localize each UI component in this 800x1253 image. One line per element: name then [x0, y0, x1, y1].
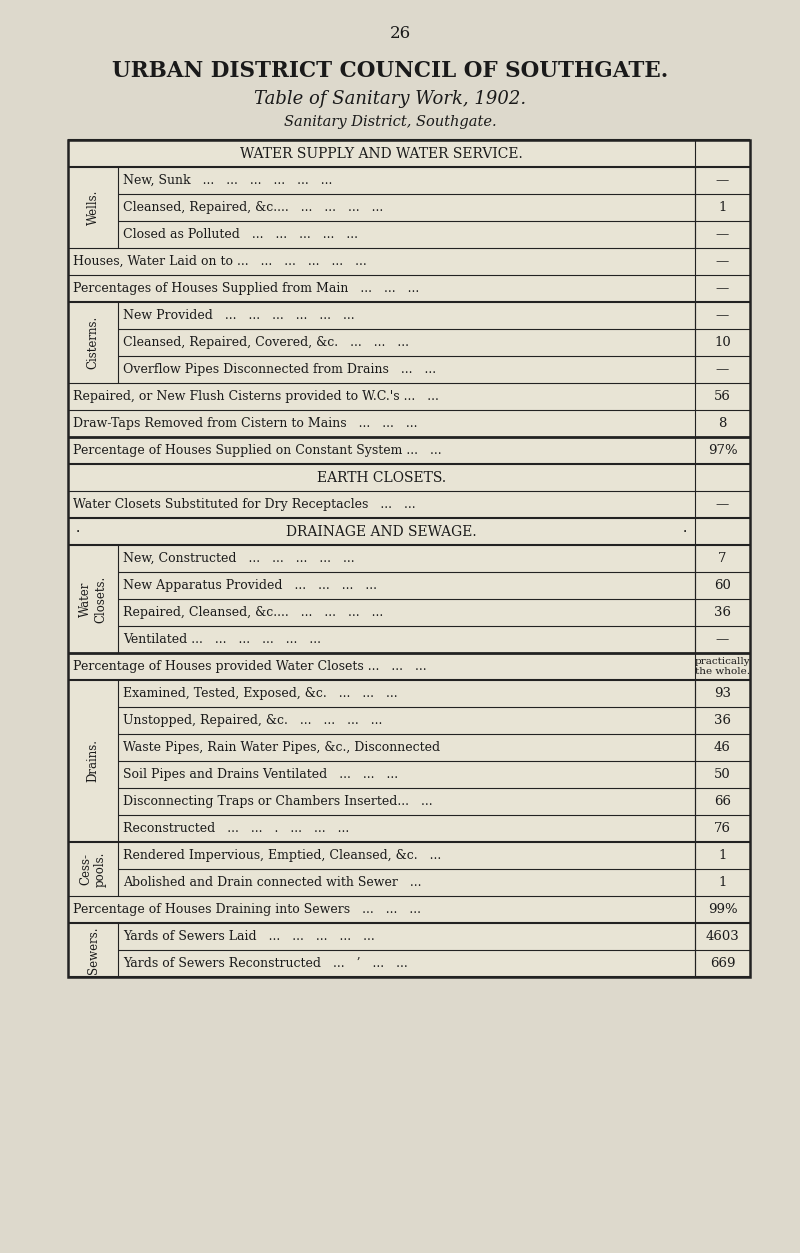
Text: Houses, Water Laid on to ...   ...   ...   ...   ...   ...: Houses, Water Laid on to ... ... ... ...…	[73, 256, 366, 268]
Text: Repaired, Cleansed, &c....   ...   ...   ...   ...: Repaired, Cleansed, &c.... ... ... ... .…	[123, 606, 383, 619]
Text: Yards of Sewers Reconstructed   ...   ’   ...   ...: Yards of Sewers Reconstructed ... ’ ... …	[123, 957, 408, 970]
Text: Yards of Sewers Laid   ...   ...   ...   ...   ...: Yards of Sewers Laid ... ... ... ... ...	[123, 930, 374, 944]
Text: Table of Sanitary Work, 1902.: Table of Sanitary Work, 1902.	[254, 90, 526, 108]
Text: —: —	[716, 256, 729, 268]
Text: 60: 60	[714, 579, 731, 591]
Text: Soil Pipes and Drains Ventilated   ...   ...   ...: Soil Pipes and Drains Ventilated ... ...…	[123, 768, 398, 781]
Text: 76: 76	[714, 822, 731, 834]
Bar	[68, 140, 750, 977]
Text: 26: 26	[390, 25, 410, 43]
Text: 1: 1	[718, 200, 726, 214]
Text: 66: 66	[714, 794, 731, 808]
Text: New, Sunk   ...   ...   ...   ...   ...   ...: New, Sunk ... ... ... ... ... ...	[123, 174, 332, 187]
Text: 56: 56	[714, 390, 731, 403]
Text: Water
Closets.: Water Closets.	[79, 575, 107, 623]
Text: ·: ·	[682, 525, 687, 539]
Text: Percentage of Houses Supplied on Constant System ...   ...: Percentage of Houses Supplied on Constan…	[73, 444, 442, 457]
Text: —: —	[716, 633, 729, 647]
Text: Cleansed, Repaired, Covered, &c.   ...   ...   ...: Cleansed, Repaired, Covered, &c. ... ...…	[123, 336, 409, 350]
Text: Drains.: Drains.	[86, 739, 99, 783]
Text: Cess-
pools.: Cess- pools.	[79, 851, 107, 887]
Text: Closed as Polluted   ...   ...   ...   ...   ...: Closed as Polluted ... ... ... ... ...	[123, 228, 358, 241]
Text: Abolished and Drain connected with Sewer   ...: Abolished and Drain connected with Sewer…	[123, 876, 422, 888]
Text: Unstopped, Repaired, &c.   ...   ...   ...   ...: Unstopped, Repaired, &c. ... ... ... ...	[123, 714, 382, 727]
Text: Sewers.: Sewers.	[86, 926, 99, 974]
Text: 97%: 97%	[708, 444, 738, 457]
Text: Cleansed, Repaired, &c....   ...   ...   ...   ...: Cleansed, Repaired, &c.... ... ... ... .…	[123, 200, 383, 214]
Text: Rendered Impervious, Emptied, Cleansed, &c.   ...: Rendered Impervious, Emptied, Cleansed, …	[123, 850, 442, 862]
Text: 10: 10	[714, 336, 731, 350]
Text: Waste Pipes, Rain Water Pipes, &c., Disconnected: Waste Pipes, Rain Water Pipes, &c., Disc…	[123, 741, 440, 754]
Text: 93: 93	[714, 687, 731, 700]
Text: practically
the whole.: practically the whole.	[694, 657, 750, 677]
Text: Repaired, or New Flush Cisterns provided to W.C.'s ...   ...: Repaired, or New Flush Cisterns provided…	[73, 390, 439, 403]
Text: Examined, Tested, Exposed, &c.   ...   ...   ...: Examined, Tested, Exposed, &c. ... ... .…	[123, 687, 398, 700]
Text: Percentages of Houses Supplied from Main   ...   ...   ...: Percentages of Houses Supplied from Main…	[73, 282, 419, 294]
Text: Percentage of Houses provided Water Closets ...   ...   ...: Percentage of Houses provided Water Clos…	[73, 660, 426, 673]
Text: 7: 7	[718, 553, 726, 565]
Text: Water Closets Substituted for Dry Receptacles   ...   ...: Water Closets Substituted for Dry Recept…	[73, 497, 416, 511]
Text: WATER SUPPLY AND WATER SERVICE.: WATER SUPPLY AND WATER SERVICE.	[240, 147, 523, 160]
Text: Overflow Pipes Disconnected from Drains   ...   ...: Overflow Pipes Disconnected from Drains …	[123, 363, 436, 376]
Text: —: —	[716, 282, 729, 294]
Text: 669: 669	[710, 957, 735, 970]
Text: Cisterns.: Cisterns.	[86, 316, 99, 370]
Text: 1: 1	[718, 876, 726, 888]
Text: Reconstructed   ...   ...   .   ...   ...   ...: Reconstructed ... ... . ... ... ...	[123, 822, 350, 834]
Text: —: —	[716, 497, 729, 511]
Text: 4603: 4603	[706, 930, 739, 944]
Text: —: —	[716, 174, 729, 187]
Text: Percentage of Houses Draining into Sewers   ...   ...   ...: Percentage of Houses Draining into Sewer…	[73, 903, 421, 916]
Text: EARTH CLOSETS.: EARTH CLOSETS.	[317, 470, 446, 485]
Text: New Provided   ...   ...   ...   ...   ...   ...: New Provided ... ... ... ... ... ...	[123, 309, 354, 322]
Bar	[68, 140, 750, 977]
Text: Ventilated ...   ...   ...   ...   ...   ...: Ventilated ... ... ... ... ... ...	[123, 633, 321, 647]
Text: Disconnecting Traps or Chambers Inserted...   ...: Disconnecting Traps or Chambers Inserted…	[123, 794, 433, 808]
Text: 8: 8	[718, 417, 726, 430]
Text: URBAN DISTRICT COUNCIL OF SOUTHGATE.: URBAN DISTRICT COUNCIL OF SOUTHGATE.	[112, 60, 668, 81]
Text: 36: 36	[714, 714, 731, 727]
Text: —: —	[716, 228, 729, 241]
Text: Draw-Taps Removed from Cistern to Mains   ...   ...   ...: Draw-Taps Removed from Cistern to Mains …	[73, 417, 418, 430]
Text: DRAINAGE AND SEWAGE.: DRAINAGE AND SEWAGE.	[286, 525, 477, 539]
Text: Sanitary District, Southgate.: Sanitary District, Southgate.	[284, 115, 496, 129]
Text: —: —	[716, 309, 729, 322]
Text: 99%: 99%	[708, 903, 738, 916]
Text: New Apparatus Provided   ...   ...   ...   ...: New Apparatus Provided ... ... ... ...	[123, 579, 377, 591]
Text: ·: ·	[76, 525, 80, 539]
Text: 46: 46	[714, 741, 731, 754]
Text: New, Constructed   ...   ...   ...   ...   ...: New, Constructed ... ... ... ... ...	[123, 553, 354, 565]
Text: Wells.: Wells.	[86, 189, 99, 226]
Text: 36: 36	[714, 606, 731, 619]
Text: —: —	[716, 363, 729, 376]
Text: 50: 50	[714, 768, 731, 781]
Text: 1: 1	[718, 850, 726, 862]
